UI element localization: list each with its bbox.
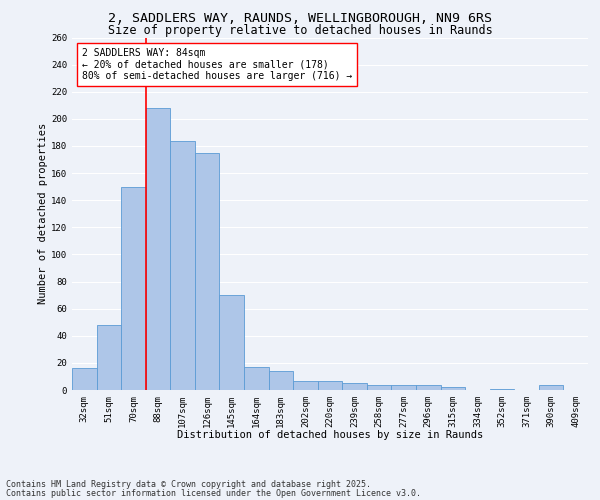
Text: 2, SADDLERS WAY, RAUNDS, WELLINGBOROUGH, NN9 6RS: 2, SADDLERS WAY, RAUNDS, WELLINGBOROUGH,… (108, 12, 492, 26)
Bar (318, 380, 342, 390)
Bar (269, 371, 293, 390)
Bar (539, 384, 563, 390)
Text: Contains HM Land Registry data © Crown copyright and database right 2025.: Contains HM Land Registry data © Crown c… (6, 480, 371, 489)
Bar (244, 367, 269, 390)
Bar (342, 383, 367, 390)
Y-axis label: Number of detached properties: Number of detached properties (38, 123, 48, 304)
Bar (490, 388, 514, 390)
Bar (146, 108, 170, 390)
Text: Size of property relative to detached houses in Raunds: Size of property relative to detached ho… (107, 24, 493, 37)
Bar (293, 380, 318, 390)
Bar (440, 388, 465, 390)
Bar (72, 368, 97, 390)
Bar (391, 384, 416, 390)
Bar (220, 295, 244, 390)
Bar (195, 152, 220, 390)
Bar (416, 384, 440, 390)
X-axis label: Distribution of detached houses by size in Raunds: Distribution of detached houses by size … (177, 430, 483, 440)
Text: 2 SADDLERS WAY: 84sqm
← 20% of detached houses are smaller (178)
80% of semi-det: 2 SADDLERS WAY: 84sqm ← 20% of detached … (82, 48, 353, 82)
Bar (121, 186, 146, 390)
Bar (170, 140, 195, 390)
Bar (367, 384, 391, 390)
Text: Contains public sector information licensed under the Open Government Licence v3: Contains public sector information licen… (6, 488, 421, 498)
Bar (97, 325, 121, 390)
